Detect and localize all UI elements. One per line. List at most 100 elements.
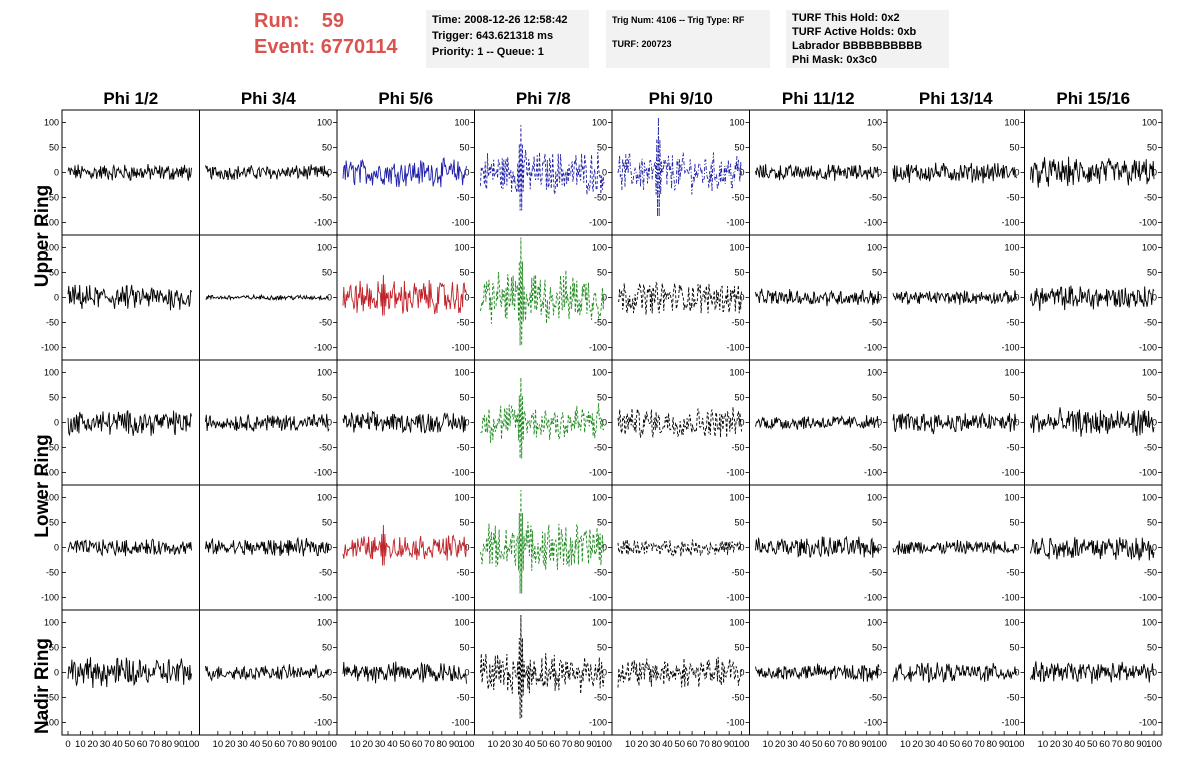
waveform-trace: [755, 663, 880, 682]
x-tick-label: 60: [549, 739, 560, 750]
y-tick-label: 100: [44, 618, 59, 628]
x-tick-label: 20: [637, 739, 648, 750]
waveform-trace: [205, 413, 330, 433]
x-tick-label: 20: [912, 739, 923, 750]
y-tick-label: -100: [1001, 718, 1019, 728]
waveform-trace: [755, 288, 880, 307]
x-tick-label: 50: [124, 739, 135, 750]
waveform-trace: [892, 539, 1017, 555]
waveform-trace: [755, 414, 880, 431]
y-tick-label: -50: [319, 318, 332, 328]
y-tick-label: 100: [317, 618, 332, 628]
y-tick-label: 100: [729, 243, 744, 253]
time-text: Time: 2008-12-26 12:58:42: [432, 14, 568, 26]
y-tick-label: 100: [454, 493, 469, 503]
y-tick-label: 0: [877, 293, 882, 303]
y-tick-label: 100: [44, 493, 59, 503]
waveform-trace: [205, 536, 330, 557]
y-tick-label: 0: [327, 668, 332, 678]
x-tick-label: 70: [974, 739, 985, 750]
y-tick-label: 0: [327, 543, 332, 553]
y-tick-label: -50: [731, 443, 744, 453]
waveform-trace: [480, 489, 605, 594]
y-tick-label: 50: [459, 393, 469, 403]
waveform-trace: [342, 156, 467, 188]
y-tick-label: 50: [459, 518, 469, 528]
x-tick-label: 50: [399, 739, 410, 750]
y-tick-label: 0: [739, 418, 744, 428]
y-tick-label: 100: [867, 368, 882, 378]
y-tick-label: 50: [1009, 393, 1019, 403]
y-tick-label: -100: [314, 593, 332, 603]
y-tick-label: 100: [1142, 618, 1157, 628]
x-tick-label: 90: [449, 739, 460, 750]
y-tick-label: 100: [44, 243, 59, 253]
y-tick-label: 100: [729, 493, 744, 503]
x-tick-label: 100: [184, 739, 200, 750]
y-tick-label: -100: [589, 343, 607, 353]
y-tick-label: -100: [1139, 593, 1157, 603]
panel-frame: [611, 234, 750, 361]
y-tick-label: 50: [1147, 643, 1157, 653]
y-tick-label: 0: [1014, 293, 1019, 303]
turf-active-text: TURF Active Holds: 0xb: [792, 26, 917, 38]
y-tick-label: 0: [1152, 543, 1157, 553]
y-tick-label: -50: [1006, 318, 1019, 328]
y-tick-label: 50: [872, 643, 882, 653]
waveform-trace: [67, 284, 192, 311]
waveform-trace: [1030, 156, 1155, 188]
x-tick-label: 40: [112, 739, 123, 750]
column-header: Phi 13/14: [919, 89, 993, 108]
y-tick-label: 0: [54, 168, 59, 178]
run-label: Run:: [254, 10, 300, 32]
event-value: 6770114: [320, 36, 398, 58]
y-tick-label: 0: [1152, 293, 1157, 303]
y-tick-label: 100: [44, 118, 59, 128]
y-tick-label: 0: [1152, 418, 1157, 428]
y-tick-label: 100: [454, 368, 469, 378]
y-tick-label: 100: [454, 618, 469, 628]
y-tick-label: 50: [734, 643, 744, 653]
y-tick-label: 100: [592, 118, 607, 128]
x-tick-label: 40: [1075, 739, 1086, 750]
y-tick-label: -100: [864, 218, 882, 228]
y-tick-label: -100: [314, 343, 332, 353]
x-tick-label: 40: [387, 739, 398, 750]
y-tick-label: -50: [1144, 568, 1157, 578]
y-tick-label: -50: [456, 443, 469, 453]
y-tick-label: 50: [1147, 268, 1157, 278]
y-tick-label: 0: [602, 168, 607, 178]
x-tick-label: 60: [1099, 739, 1110, 750]
y-tick-label: -100: [1001, 468, 1019, 478]
column-header: Phi 11/12: [782, 89, 855, 108]
y-tick-label: -100: [314, 718, 332, 728]
y-tick-label: -50: [46, 693, 59, 703]
y-tick-label: -50: [1144, 193, 1157, 203]
y-tick-label: 100: [1004, 243, 1019, 253]
y-tick-label: 0: [327, 418, 332, 428]
x-tick-label: 60: [824, 739, 835, 750]
turf-info-box: TURF This Hold: 0x2 TURF Active Holds: 0…: [786, 10, 949, 68]
y-tick-label: 50: [597, 268, 607, 278]
y-tick-label: -100: [451, 343, 469, 353]
y-tick-label: 50: [597, 643, 607, 653]
y-tick-label: 0: [602, 418, 607, 428]
x-tick-label: 100: [734, 739, 750, 750]
x-tick-label: 10: [488, 739, 499, 750]
x-tick-label: 80: [1124, 739, 1135, 750]
y-tick-label: 100: [1004, 118, 1019, 128]
y-tick-label: -50: [869, 568, 882, 578]
y-tick-label: 0: [739, 293, 744, 303]
y-tick-label: 0: [1014, 543, 1019, 553]
y-tick-label: 0: [1152, 168, 1157, 178]
x-tick-label: 60: [687, 739, 698, 750]
y-tick-label: 100: [592, 618, 607, 628]
x-tick-label: 10: [75, 739, 86, 750]
y-tick-label: -100: [41, 468, 59, 478]
waveform-trace: [342, 274, 467, 316]
event-label: Event:: [254, 36, 316, 58]
waveform-trace: [1030, 661, 1155, 684]
y-tick-label: 100: [1142, 493, 1157, 503]
y-tick-label: 0: [327, 293, 332, 303]
column-header: Phi 1/2: [103, 89, 158, 108]
